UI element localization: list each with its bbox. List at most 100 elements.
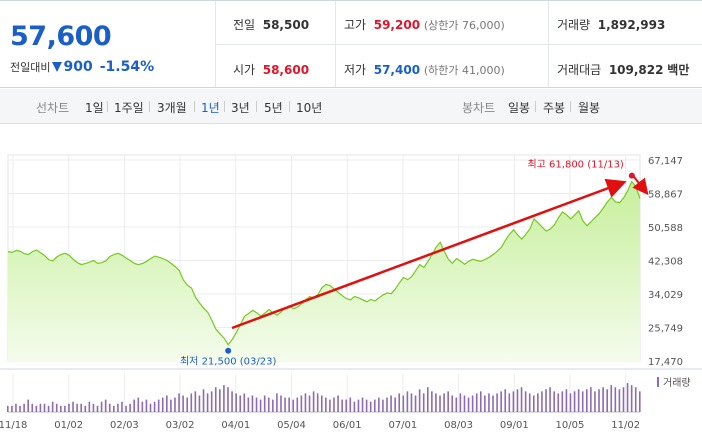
volume-bar bbox=[606, 389, 608, 412]
volume-bar bbox=[316, 393, 319, 412]
volume-bar bbox=[422, 393, 425, 412]
open-price: 시가 58,600 bbox=[233, 61, 309, 78]
volume-bar bbox=[15, 403, 17, 412]
volume-bar bbox=[341, 399, 343, 412]
volume-bar bbox=[235, 393, 237, 412]
x-tick-label: 06/01 bbox=[333, 420, 362, 431]
volume-bar bbox=[353, 401, 356, 412]
tab-5y[interactable]: 5년 bbox=[264, 101, 283, 115]
volume-bar bbox=[447, 391, 449, 412]
volume-bar bbox=[194, 391, 197, 412]
volume-bar bbox=[117, 403, 119, 412]
volume-bar bbox=[129, 403, 131, 412]
volume-bar bbox=[243, 393, 246, 412]
volume-bar bbox=[329, 399, 331, 412]
change-amount: 900 bbox=[63, 59, 93, 75]
tab-separator bbox=[570, 101, 571, 112]
volume-bar bbox=[153, 401, 156, 412]
volume-bar bbox=[320, 395, 323, 412]
volume-bar bbox=[598, 389, 600, 412]
tab-daily[interactable]: 일봉 bbox=[508, 101, 531, 115]
volume-bar bbox=[504, 389, 507, 412]
volume-bar bbox=[475, 393, 478, 412]
volume-bar bbox=[488, 393, 490, 412]
high-pointer-arrow bbox=[632, 176, 649, 196]
volume: 거래량 1,892,993 bbox=[557, 16, 665, 33]
tab-1y[interactable]: 1년 bbox=[201, 101, 220, 115]
volume-bar bbox=[467, 397, 470, 412]
x-tick-label: 01/02 bbox=[54, 420, 83, 431]
volume-bar bbox=[553, 391, 555, 412]
change-percent: -1.54% bbox=[99, 59, 155, 75]
volume-bar bbox=[80, 403, 82, 412]
price-box: 57,600 전일대비 900 -1.54% bbox=[0, 1, 216, 87]
col-divider bbox=[335, 1, 336, 87]
volume-bar bbox=[545, 389, 547, 412]
volume-bar bbox=[72, 401, 74, 412]
day-high: 고가 59,200 (상한가 76,000) bbox=[344, 16, 505, 33]
volume-bar bbox=[414, 395, 417, 412]
y-tick-label: 50,588 bbox=[648, 223, 683, 234]
volume-bar bbox=[219, 389, 221, 412]
volume-bar bbox=[296, 397, 299, 412]
volume-bar bbox=[19, 405, 21, 412]
volume-bar bbox=[84, 405, 87, 412]
tab-3m[interactable]: 3개월 bbox=[157, 101, 187, 115]
volume-bar bbox=[137, 397, 140, 412]
volume-bar bbox=[349, 397, 352, 412]
volume-bar bbox=[345, 399, 348, 412]
volume-bar bbox=[337, 395, 339, 412]
volume-bars bbox=[7, 383, 641, 412]
volume-bar bbox=[577, 389, 580, 412]
volume-bar bbox=[133, 399, 135, 412]
volume-bar bbox=[410, 393, 413, 412]
tab-separator bbox=[149, 101, 150, 112]
volume-bar bbox=[210, 391, 213, 412]
tab-weekly[interactable]: 주봉 bbox=[543, 101, 566, 115]
volume-bar bbox=[276, 393, 278, 412]
y-tick-label: 25,749 bbox=[648, 324, 683, 335]
volume-bar bbox=[186, 397, 189, 412]
volume-legend-mark bbox=[657, 377, 659, 387]
x-tick-label: 11/18 bbox=[0, 420, 27, 431]
volume-bar bbox=[292, 399, 295, 412]
tab-1d[interactable]: 1일 bbox=[85, 101, 104, 115]
volume-bar bbox=[312, 391, 315, 412]
volume-bar bbox=[357, 399, 360, 412]
volume-bar bbox=[231, 391, 233, 412]
tab-separator bbox=[535, 101, 536, 112]
volume-bar bbox=[516, 389, 519, 412]
volume-bar bbox=[496, 393, 498, 412]
tab-1w[interactable]: 1주일 bbox=[114, 101, 144, 115]
volume-bar bbox=[398, 393, 401, 412]
volume-bar bbox=[365, 399, 368, 412]
volume-bar bbox=[569, 393, 572, 412]
prev-close-value: 58,500 bbox=[262, 18, 310, 32]
tab-3y[interactable]: 3년 bbox=[231, 101, 250, 115]
volume-bar bbox=[382, 399, 384, 412]
volume-bar bbox=[182, 395, 184, 412]
tab-separator bbox=[256, 101, 257, 112]
low-annotation: 최저 21,500 (03/23) bbox=[180, 356, 276, 368]
amount-value: 109,822 bbox=[608, 63, 664, 77]
price-line bbox=[7, 180, 641, 346]
volume-bar bbox=[308, 395, 311, 412]
volume-bar bbox=[361, 397, 364, 412]
tab-10y[interactable]: 10년 bbox=[296, 101, 323, 115]
prev-close: 전일 58,500 bbox=[233, 16, 309, 33]
volume-bar bbox=[7, 405, 9, 412]
low-value: 57,400 bbox=[373, 63, 421, 77]
chart-toolbar: 선차트 1일 1주일 3개월 1년 3년 5년 10년 봉차트 일봉 주봉 월봉 bbox=[0, 89, 702, 124]
volume-bar bbox=[373, 399, 376, 412]
volume-bar bbox=[223, 385, 225, 412]
tab-monthly[interactable]: 월봉 bbox=[578, 101, 601, 115]
volume-bar bbox=[113, 405, 115, 412]
volume-bar bbox=[378, 397, 380, 412]
line-chart-label: 선차트 bbox=[36, 101, 70, 115]
volume-bar bbox=[402, 395, 405, 412]
volume-bar bbox=[100, 401, 103, 412]
volume-bar bbox=[590, 387, 592, 412]
price-change: 전일대비 900 -1.54% bbox=[10, 59, 154, 75]
x-tick-label: 09/01 bbox=[500, 420, 529, 431]
volume-bar bbox=[247, 397, 250, 412]
